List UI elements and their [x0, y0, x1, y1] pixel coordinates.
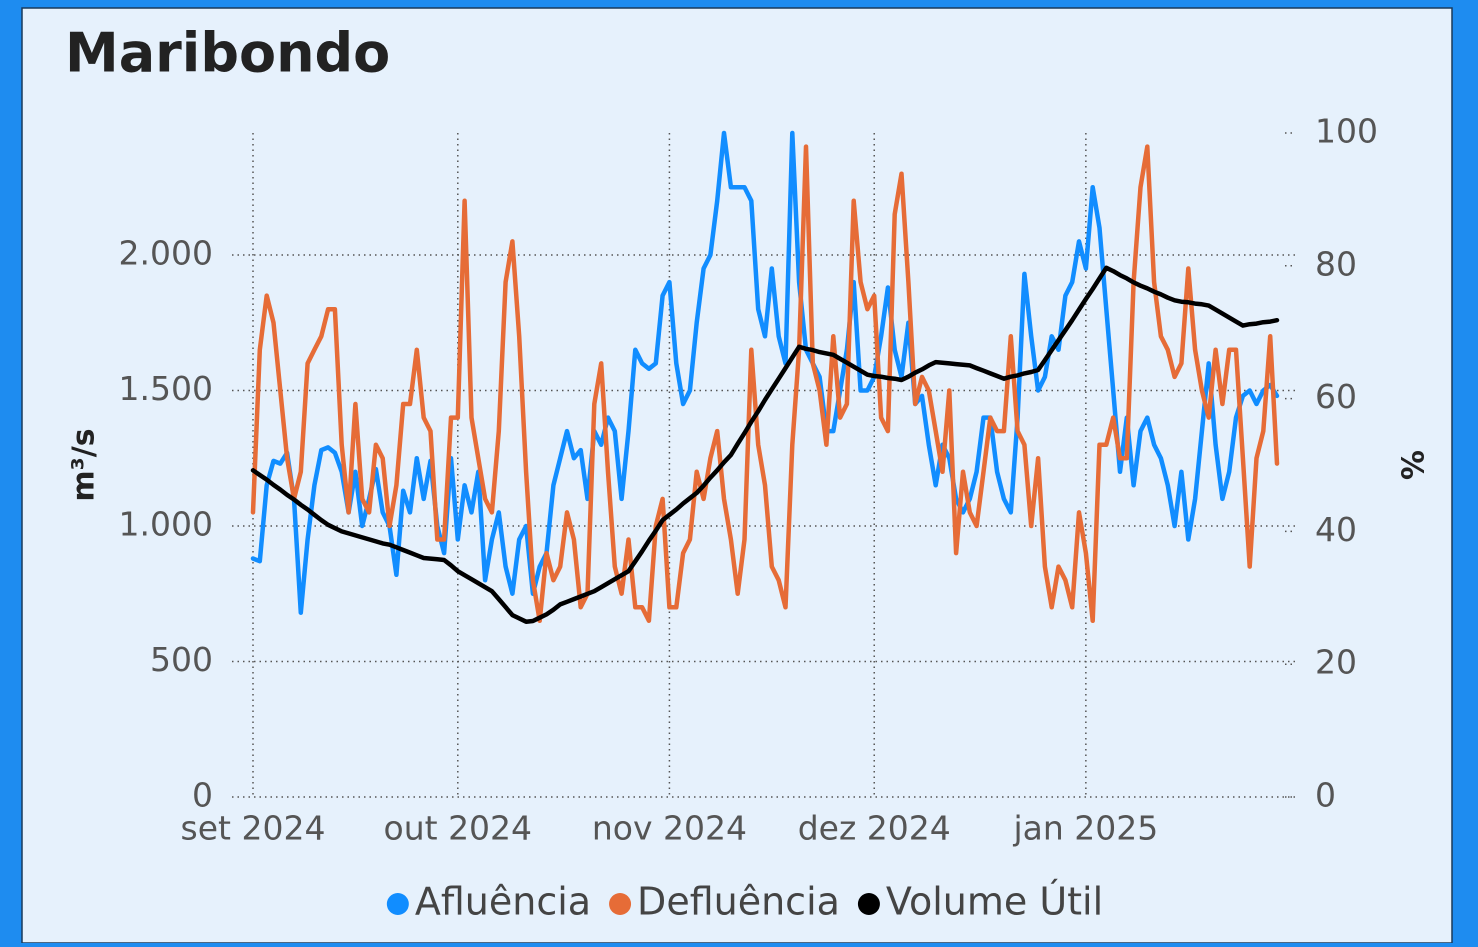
- series-line: [250, 130, 1280, 615]
- series-line: [250, 144, 1280, 624]
- x-tick-label: jan 2025: [1012, 809, 1158, 848]
- chart-title: Maribondo: [65, 22, 390, 85]
- y2-tick-label: 60: [1315, 377, 1357, 416]
- legend-label: Defluência: [637, 880, 840, 924]
- legend: Afluência Defluência Volume Útil: [386, 880, 1103, 924]
- panel: [21, 7, 1453, 944]
- x-tick-label: nov 2024: [592, 809, 747, 848]
- y-axis-title: m³/s: [67, 428, 102, 501]
- x-tick-label: out 2024: [384, 809, 533, 848]
- y2-tick-label: 80: [1315, 244, 1357, 283]
- y2-tick-label: 0: [1315, 776, 1336, 815]
- legend-label: Volume Útil: [886, 880, 1103, 924]
- y2-tick-label: 100: [1315, 112, 1378, 151]
- y-tick-label: 1.000: [119, 504, 213, 543]
- x-tick-label: set 2024: [181, 809, 326, 848]
- legend-marker: [857, 893, 880, 915]
- y-tick-label: 2.000: [119, 233, 213, 272]
- series-line: [250, 265, 1280, 624]
- y2-tick-label: 40: [1315, 510, 1357, 549]
- x-tick-label: dez 2024: [798, 809, 951, 848]
- y-tick-label: 0: [192, 776, 213, 815]
- y2-axis-title: %: [1394, 450, 1429, 480]
- legend-label: Afluência: [415, 880, 591, 924]
- legend-marker: [609, 893, 632, 915]
- y2-tick-label: 20: [1315, 643, 1357, 682]
- y-tick-label: 500: [150, 640, 213, 679]
- y-tick-label: 1.500: [119, 369, 213, 408]
- legend-marker: [386, 893, 409, 915]
